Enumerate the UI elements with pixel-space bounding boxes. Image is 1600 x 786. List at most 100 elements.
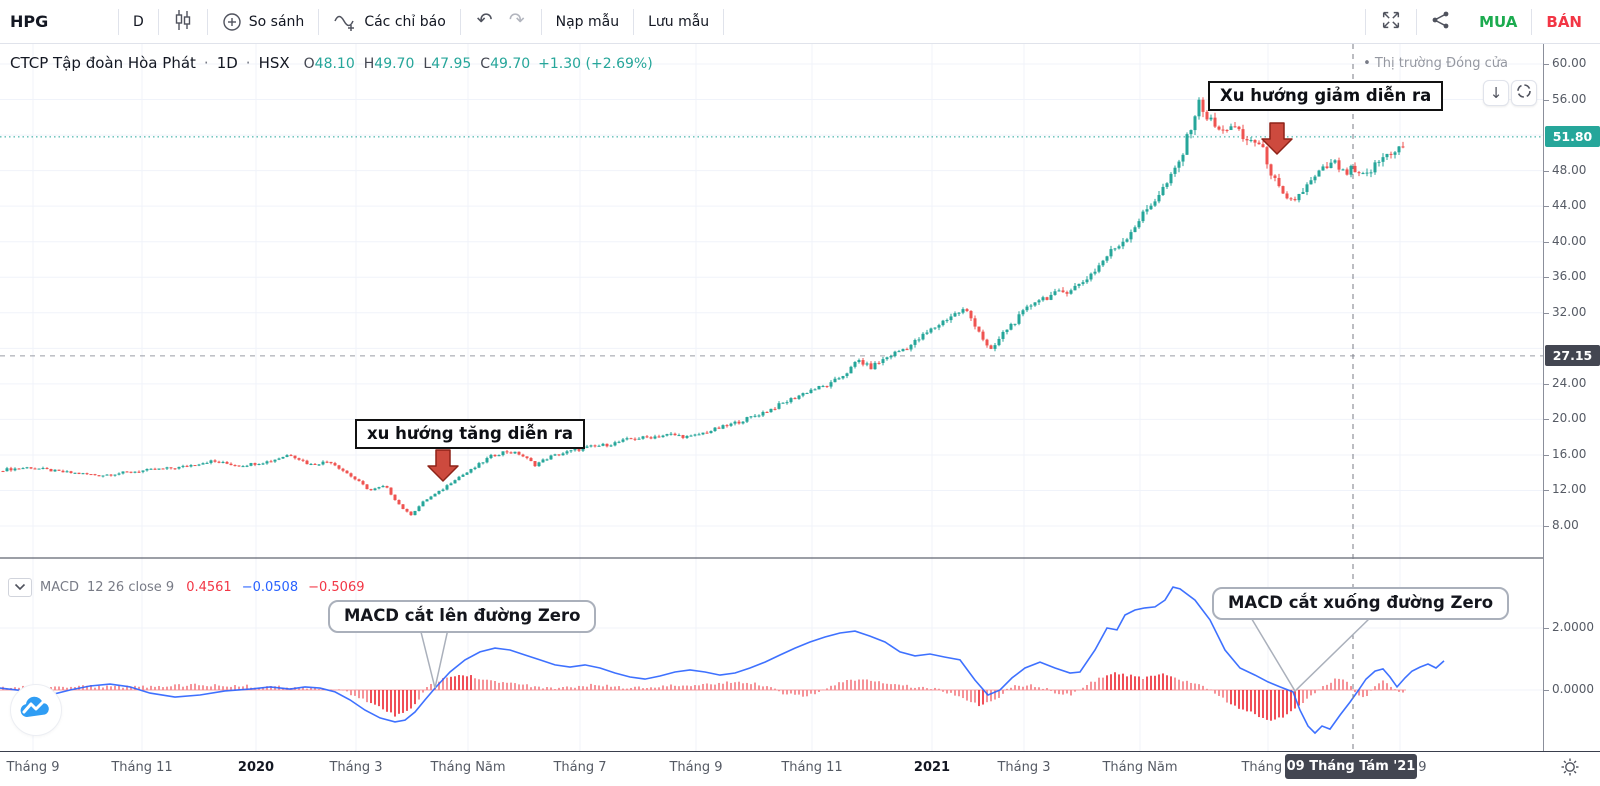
time-tick-label: Tháng 11 <box>781 760 843 775</box>
last-price_badge: 51.80 <box>1545 126 1600 148</box>
indicators-button[interactable]: Các chỉ báo <box>319 0 459 44</box>
axis-tick-mark <box>1544 383 1549 385</box>
macd-value: −0.5069 <box>308 580 365 595</box>
status-dot-icon: • <box>1363 56 1371 71</box>
reset-zoom-icon <box>1516 83 1532 103</box>
ohlc-pair: O48.10 <box>303 56 355 72</box>
macd-histogram <box>0 672 1406 721</box>
sell-button[interactable]: BÁN <box>1546 12 1582 31</box>
ohlc-pair: L47.95 <box>423 56 472 72</box>
price-chart-canvas[interactable] <box>0 44 1600 786</box>
chevron-down-icon <box>14 580 26 595</box>
price-tick-label: 32.00 <box>1552 304 1587 319</box>
axis-tick-mark <box>1544 64 1549 65</box>
axis-tick-mark <box>1544 241 1549 243</box>
toolbar-divider <box>540 8 542 35</box>
time-tick-label: Tháng 9 <box>669 760 723 775</box>
indicator-wave-icon <box>333 11 357 33</box>
price-axis[interactable]: 60.00 56.00 48.00 44.00 40.00 36.00 32.00 24.00… <box>1543 44 1600 786</box>
macd-value: −0.0508 <box>241 580 299 595</box>
symbol-title: CTCP Tập đoàn Hòa Phát <box>10 54 196 72</box>
toolbar-divider <box>1365 8 1367 35</box>
toolbar-divider <box>157 8 159 35</box>
header-separator: · <box>203 54 209 72</box>
toolbar-divider <box>1531 8 1533 35</box>
toolbar-divider <box>206 8 208 35</box>
toolbar-divider <box>1416 8 1418 35</box>
time-axis[interactable]: Tháng 9 Tháng 11 2020 Tháng 3 Tháng Năm Tháng… <box>0 751 1600 786</box>
axis-tick-mark <box>1544 312 1549 314</box>
time-tick-label: 2020 <box>237 760 275 775</box>
time-tick-label: Tháng 11 <box>111 760 173 775</box>
toolbar-divider <box>459 8 461 35</box>
chart-style-button[interactable] <box>159 0 207 44</box>
uptrend-annotation[interactable]: xu hướng tăng diễn ra <box>355 419 586 449</box>
price-tick-label: 40.00 <box>1552 233 1587 248</box>
symbol-button[interactable]: HPG <box>10 12 49 31</box>
axis-tick-mark <box>1544 419 1549 421</box>
downtrend-annotation[interactable]: Xu hướng giảm diễn ra <box>1208 81 1444 111</box>
axis-tick-mark <box>1544 490 1549 492</box>
time-tick-label: 2021 <box>913 760 951 775</box>
axis-tick-mark <box>1544 277 1549 279</box>
price-tick-label: 24.00 <box>1552 375 1587 390</box>
macd-tick-label: 0.0000 <box>1552 682 1594 696</box>
axis-tick-mark <box>1544 206 1549 208</box>
ohlc-pair: C49.70 <box>480 56 531 72</box>
share-icon <box>1431 10 1451 34</box>
tradingview-logo[interactable] <box>10 684 62 736</box>
arrow-down-marker <box>427 449 459 482</box>
macd-values: 0.4561 −0.0508 −0.5069 <box>186 580 364 595</box>
share-button[interactable] <box>1417 0 1465 44</box>
interval-button[interactable]: D <box>133 13 144 30</box>
macd-cross-down-callout[interactable]: MACD cắt xuống đường Zero <box>1212 587 1510 620</box>
macd-collapse-button[interactable] <box>8 578 32 597</box>
undo-button[interactable]: ↶ <box>476 8 493 31</box>
macd-value: 0.4561 <box>186 580 232 595</box>
arrow-down-marker <box>1261 122 1293 155</box>
crosshair-date-badge: 09 Tháng Tám '21 <box>1285 754 1417 779</box>
macd-tick-label: 2.0000 <box>1552 620 1594 634</box>
compare-button[interactable]: So sánh <box>208 0 319 44</box>
axis-tick-mark <box>1544 628 1549 629</box>
time-tick-label: Tháng 3 <box>329 760 383 775</box>
time-tick-label: Tháng 7 <box>553 760 607 775</box>
top-toolbar: HPG D So sánh Các chỉ báo ↶ ↷ Nạp mẫu <box>0 0 1600 44</box>
market-status: • Thị trường Đóng cửa <box>1363 56 1508 71</box>
price-change: +1.30 (+2.69%) <box>538 56 653 72</box>
price-tick-label: 44.00 <box>1552 198 1587 213</box>
redo-button[interactable]: ↷ <box>508 8 525 31</box>
time-tick-label: Tháng 7 <box>1241 760 1295 775</box>
macd-title[interactable]: MACD <box>40 580 79 595</box>
axis-tick-mark <box>1544 526 1549 528</box>
ohlc-pair: H49.70 <box>363 56 415 72</box>
price-tick-label: 56.00 <box>1552 91 1587 106</box>
price-tick-label: 8.00 <box>1552 518 1579 533</box>
toolbar-divider <box>633 8 635 35</box>
reset-chart-button[interactable] <box>1511 80 1537 106</box>
price-tick-label: 20.00 <box>1552 411 1587 426</box>
cloud-chart-icon <box>19 695 53 725</box>
price-tick-label: 12.00 <box>1552 482 1587 497</box>
axis-settings-button[interactable] <box>1558 757 1582 781</box>
fullscreen-button[interactable] <box>1366 0 1416 44</box>
buy-button[interactable]: MUA <box>1479 12 1518 31</box>
axis-tick-mark <box>1544 99 1549 101</box>
gear-icon <box>1561 758 1579 780</box>
save-template-button[interactable]: Lưu mẫu <box>648 13 710 30</box>
time-tick-label: Tháng 9 <box>6 760 60 775</box>
time-tick-label: Tháng 3 <box>997 760 1051 775</box>
macd-cross-up-callout[interactable]: MACD cắt lên đường Zero <box>328 600 597 633</box>
toolbar-divider <box>723 8 725 35</box>
symbol-header[interactable]: CTCP Tập đoàn Hòa Phát · 1D · HSX O48.10… <box>10 54 653 72</box>
macd-line <box>0 586 1445 735</box>
axis-tick-mark <box>1544 690 1549 691</box>
load-template-button[interactable]: Nạp mẫu <box>555 13 620 30</box>
scroll-to-recent-button[interactable]: ↓ <box>1483 80 1509 106</box>
ohlc-values: O48.10 H49.70 L47.95 C49.70 <box>304 56 531 72</box>
toolbar-divider <box>118 8 119 35</box>
price-tick-label: 16.00 <box>1552 446 1587 461</box>
fullscreen-icon <box>1380 9 1402 35</box>
time-tick-label: Tháng Năm <box>430 760 506 775</box>
